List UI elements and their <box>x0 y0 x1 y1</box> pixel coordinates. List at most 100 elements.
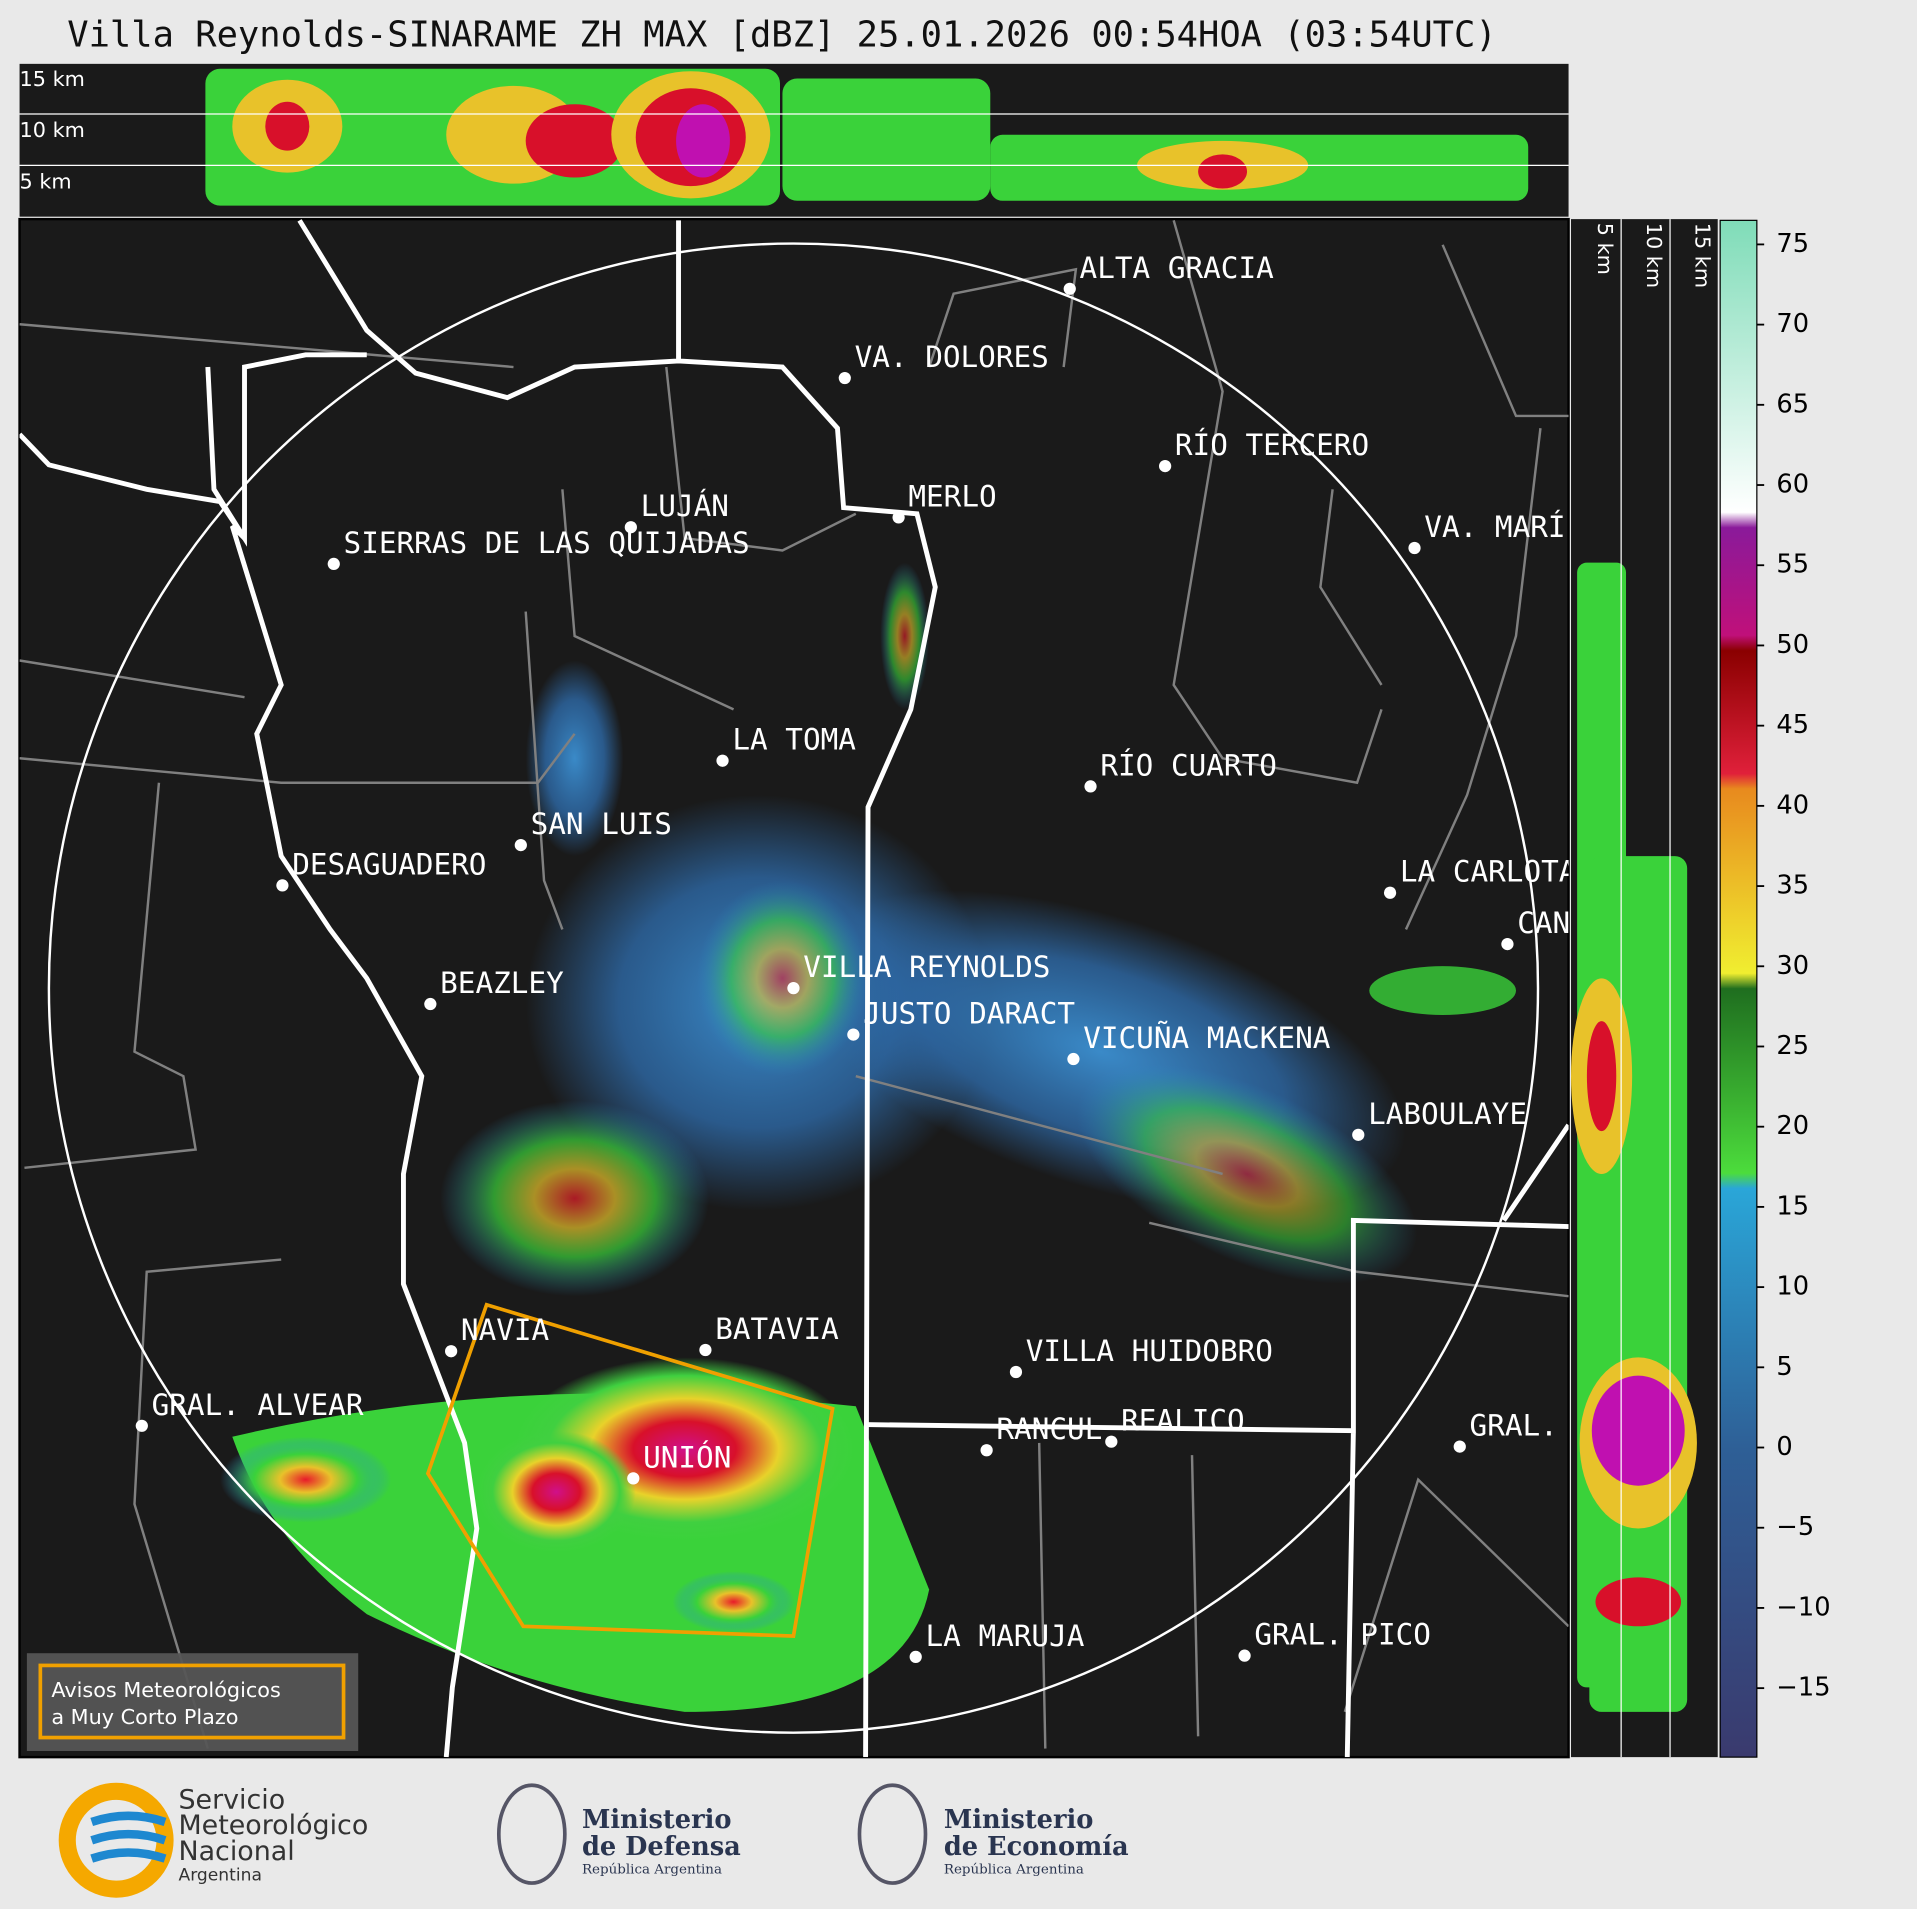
footer-text: Ministerio <box>582 1805 732 1835</box>
colorbar-tick-label: 70 <box>1776 309 1809 339</box>
city-label: GRAL. ALVEAR <box>152 1388 364 1422</box>
city-dot <box>909 1650 922 1663</box>
city-label: VA. MARÍ <box>1424 509 1565 544</box>
footer: Servicio Meteorológico Nacional Argentin… <box>58 1782 1129 1898</box>
city-dot <box>1408 541 1421 555</box>
colorbar-tick-label: 10 <box>1776 1272 1809 1302</box>
city-label: LUJÁN <box>641 488 729 523</box>
city-dot <box>892 511 905 524</box>
city-dot <box>327 557 340 570</box>
city-dot <box>1063 282 1076 295</box>
colorbar-tick-label: 15 <box>1776 1191 1809 1221</box>
smn-logo-waves <box>90 1811 167 1863</box>
city-label: REALICO <box>1121 1404 1245 1438</box>
colorbar <box>1719 219 1758 1758</box>
warning-legend <box>26 1653 359 1752</box>
map-content: ALTA GRACIA VA. DOLORES RÍO TERCERO LUJÁN ME… <box>19 219 1577 1758</box>
city-label: VILLA HUIDOBRO <box>1026 1334 1273 1368</box>
city-dot <box>445 1345 458 1358</box>
city-label: UNIÓN <box>643 1438 731 1474</box>
city-dot <box>716 754 729 767</box>
city-dot <box>1453 1440 1466 1453</box>
colorbar-tick-label: −10 <box>1776 1592 1830 1622</box>
city-dot <box>980 1444 993 1457</box>
city-label: ALTA GRACIA <box>1080 251 1275 285</box>
altitude-label: 10 km <box>20 118 85 142</box>
city-dot <box>424 997 437 1011</box>
colorbar-tick-label: −15 <box>1776 1673 1830 1703</box>
city-dot <box>1067 1052 1080 1066</box>
city-dot <box>1084 780 1097 793</box>
footer-text: Servicio <box>178 1784 285 1815</box>
footer-text: República Argentina <box>582 1862 722 1877</box>
city-dot <box>514 838 527 852</box>
colorbar-tick-label: 45 <box>1776 710 1809 740</box>
city-label: VICUÑA MACKENA <box>1083 1020 1331 1055</box>
city-layer: ALTA GRACIA VA. DOLORES RÍO TERCERO LUJÁN ME… <box>135 251 1577 1663</box>
altitude-label: 5 km <box>20 170 72 194</box>
city-label: CAN <box>1517 906 1570 940</box>
warning-legend-text: a Muy Corto Plazo <box>51 1705 238 1729</box>
city-dot <box>838 371 851 385</box>
city-dot <box>787 982 800 995</box>
city-label: SAN LUIS <box>531 807 672 841</box>
colorbar-tick-label: 55 <box>1776 550 1809 580</box>
city-dot <box>627 1472 640 1485</box>
range-ring <box>47 242 1540 1734</box>
province-borders <box>19 219 1569 1758</box>
city-label: SIERRAS DE LAS QUIJADAS <box>344 526 750 560</box>
title: Villa Reynolds-SINARAME ZH MAX [dBZ] 25.… <box>67 15 1496 56</box>
footer-text: Ministerio <box>944 1805 1094 1835</box>
colorbar-tick-label: 40 <box>1776 790 1809 820</box>
footer-text: Meteorológico <box>178 1810 368 1841</box>
city-label: VILLA REYNOLDS <box>803 950 1050 984</box>
colorbar-tick-label: 60 <box>1776 470 1809 500</box>
radar-echoes <box>220 562 1516 1712</box>
colorbar-tick-label: 50 <box>1776 630 1809 660</box>
footer-text: Nacional <box>178 1836 294 1867</box>
footer-text: República Argentina <box>944 1862 1084 1877</box>
city-label: VA. DOLORES <box>855 340 1049 374</box>
warning-legend-text: Avisos Meteorológicos <box>51 1678 280 1702</box>
colorbar-tick-label: 25 <box>1776 1031 1809 1061</box>
colorbar-tick-label: 30 <box>1776 951 1809 981</box>
colorbar-tick-label: 0 <box>1776 1432 1792 1462</box>
warning-legend-swatch <box>38 1663 346 1740</box>
city-dot <box>847 1028 860 1041</box>
city-label: GRAL. <box>1470 1409 1558 1443</box>
city-label: RÍO CUARTO <box>1100 747 1277 782</box>
city-label: BEAZLEY <box>440 966 564 1000</box>
city-dot <box>1105 1435 1118 1448</box>
city-label: LA MARUJA <box>925 1619 1084 1653</box>
city-dot <box>1009 1365 1023 1379</box>
city-dot <box>1501 937 1514 951</box>
city-label: RÍO TERCERO <box>1175 427 1369 462</box>
city-label: BATAVIA <box>715 1312 839 1346</box>
altitude-label: 5 km <box>1593 223 1617 275</box>
city-label: LA CARLOTA <box>1400 855 1577 889</box>
city-label: MERLO <box>908 479 996 513</box>
city-dot <box>135 1419 148 1432</box>
colorbar-tick-label: 35 <box>1776 871 1809 901</box>
city-label: JUSTO DARACT <box>863 997 1075 1031</box>
city-dot <box>276 879 289 892</box>
side-section-echo <box>1571 562 1697 1712</box>
city-label: NAVIA <box>461 1313 550 1347</box>
city-label: LABOULAYE <box>1368 1097 1527 1131</box>
altitude-label: 15 km <box>1691 223 1715 288</box>
colorbar-tick-label: −5 <box>1776 1512 1814 1542</box>
colorbar-tick-label: 5 <box>1776 1352 1792 1382</box>
coat-of-arms <box>496 1783 567 1885</box>
city-label: GRAL. PICO <box>1254 1618 1431 1652</box>
footer-text: de Economía <box>944 1832 1129 1862</box>
footer-text: Argentina <box>178 1866 261 1886</box>
city-label: RANCUL <box>996 1412 1102 1446</box>
city-label: DESAGUADERO <box>292 847 486 881</box>
coat-of-arms <box>857 1783 928 1885</box>
city-dot <box>624 521 637 534</box>
altitude-label: 10 km <box>1642 223 1666 288</box>
city-dot <box>1238 1649 1251 1662</box>
